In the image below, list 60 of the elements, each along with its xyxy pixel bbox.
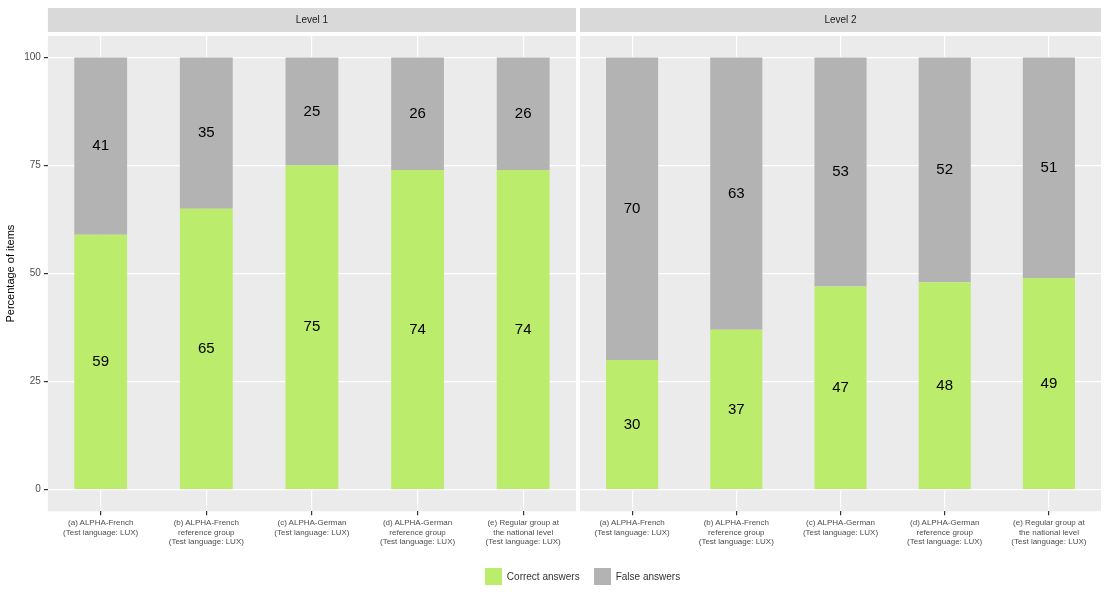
x-tick-label: (c) ALPHA-German (Test language: LUX) [274, 518, 350, 537]
x-tick-label: (d) ALPHA-German reference group (Test language: LUX) [907, 518, 983, 547]
data-label: 47 [832, 377, 849, 395]
data-label: 48 [936, 375, 954, 393]
bar [496, 57, 550, 170]
y-tick-label: 0 [35, 483, 42, 495]
legend-label: Correct answers [506, 571, 580, 582]
data-label: 26 [409, 103, 426, 121]
data-label: 26 [514, 103, 532, 121]
bar [285, 57, 339, 166]
bar [710, 329, 763, 489]
bar [814, 57, 867, 287]
bar [606, 57, 659, 360]
y-tick-label: 100 [24, 51, 42, 63]
data-label: 75 [303, 317, 321, 335]
data-label: 35 [197, 123, 215, 141]
x-tick-label: (b) ALPHA-French reference group (Test language: LUX) [168, 518, 245, 547]
data-label: 52 [936, 160, 954, 178]
x-tick-label: (a) ALPHA-French (Test language: LUX) [594, 518, 671, 537]
bar [74, 57, 128, 235]
data-label: 30 [623, 414, 641, 432]
bar [496, 169, 550, 489]
data-label: 37 [727, 399, 745, 417]
x-tick-label: (d) ALPHA-German reference group (Test language: LUX) [379, 518, 456, 547]
data-label: 63 [727, 183, 745, 201]
bar [285, 165, 339, 489]
data-label: 25 [303, 101, 321, 119]
data-label: 65 [197, 339, 215, 357]
bar [179, 57, 233, 209]
data-label: 49 [1040, 373, 1058, 391]
bar [391, 169, 444, 489]
chart-title: Level 2 [824, 13, 858, 25]
bar [74, 234, 128, 489]
x-tick-label: (e) Regular group at the national level (Test language: LUX) [1011, 518, 1087, 547]
chart-title: Level 1 [295, 13, 329, 25]
bar [391, 57, 444, 170]
data-label: 53 [832, 162, 849, 180]
bar [918, 282, 971, 489]
data-label: 51 [1040, 157, 1058, 175]
bar [1022, 277, 1075, 489]
bar [606, 360, 659, 489]
x-tick-label: (c) ALPHA-German (Test language: LUX) [802, 518, 879, 537]
bar [710, 57, 763, 330]
y-tick-label: 75 [29, 159, 42, 171]
bar [179, 208, 233, 489]
bar [814, 286, 867, 489]
x-tick-label: (b) ALPHA-French reference group (Test language: LUX) [698, 518, 775, 547]
data-label: 70 [623, 198, 641, 216]
data-label: 41 [92, 136, 110, 154]
bar [918, 57, 971, 283]
data-label: 59 [92, 352, 110, 369]
legend-label: False answers [615, 571, 681, 582]
data-label: 74 [514, 319, 532, 337]
y-tick-label: 50 [29, 267, 42, 279]
data-label: 74 [409, 319, 426, 337]
x-tick-label: (a) ALPHA-French (Test language: LUX) [63, 518, 139, 537]
y-axis-title: Percentage of items [3, 224, 16, 323]
y-tick-label: 25 [29, 375, 42, 387]
bar [1022, 57, 1075, 278]
x-tick-label: (e) Regular group at the national level (Test language: LUX) [485, 518, 562, 547]
